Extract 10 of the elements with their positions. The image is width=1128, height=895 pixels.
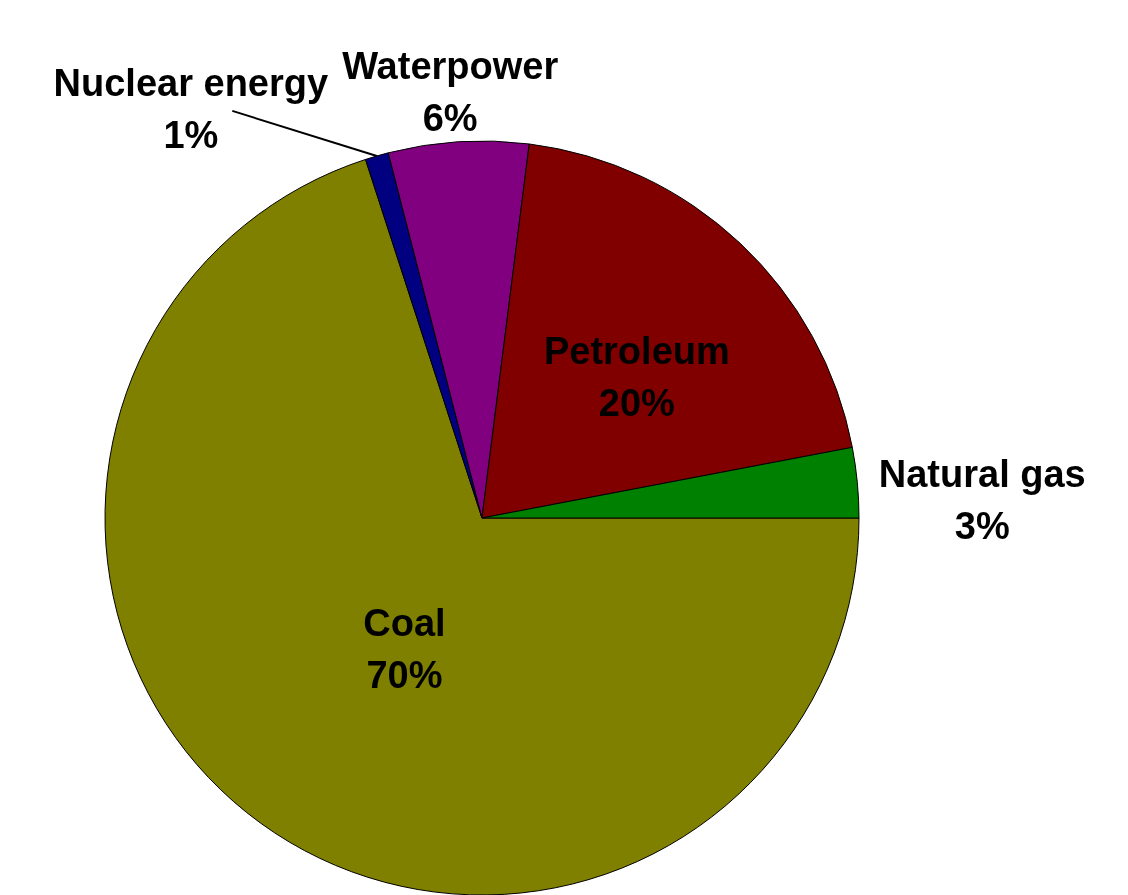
data-label: 1% <box>163 113 219 156</box>
data-label: 20% <box>598 382 675 425</box>
slice-label: Natural gas <box>878 452 1086 495</box>
data-label: 3% <box>954 504 1010 547</box>
slice-label: Waterpower <box>342 44 559 87</box>
slice-label: Coal <box>363 601 446 644</box>
data-label: 6% <box>422 96 478 139</box>
slice-label: Petroleum <box>543 330 730 373</box>
slice-label: Nuclear energy <box>53 61 329 104</box>
data-label: 70% <box>366 653 443 696</box>
